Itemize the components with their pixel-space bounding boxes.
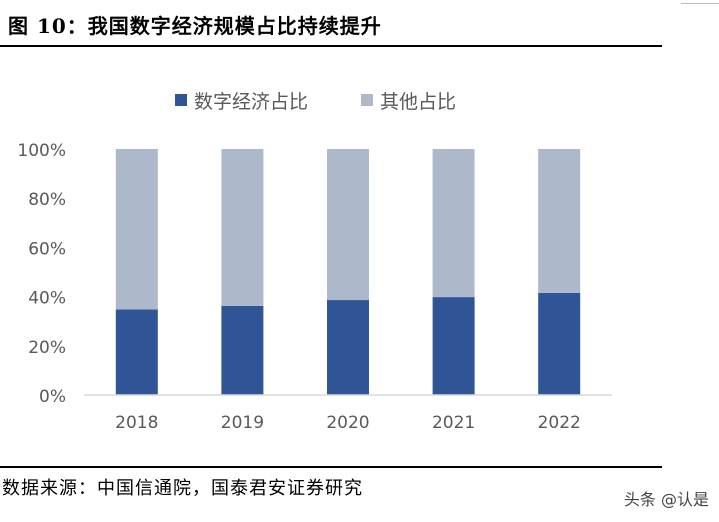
bar-digital-economy-2018 [115,309,158,395]
bar-other-2020 [327,149,369,301]
bar-other-2022 [538,149,581,293]
legend-label: 数字经济占比 [194,91,308,113]
bar-digital-economy-2019 [221,305,264,395]
legend-swatch [175,94,187,106]
x-tick-label: 2020 [326,413,369,433]
bar-other-2021 [432,149,475,298]
data-source-note: 数据来源：中国信通院，国泰君安证券研究 [2,478,363,499]
watermark-text: 头条 @认是 [623,490,709,509]
bar-group [115,149,581,395]
x-tick-label: 2021 [432,413,475,433]
x-tick-label: 2019 [221,413,264,433]
figure-title: 图 10：我国数字经济规模占比持续提升 [8,14,382,38]
x-axis-tick-labels: 2018 2019 2020 2021 2022 [115,413,581,433]
legend-label: 其他占比 [380,91,456,113]
y-tick-label: 100% [17,141,66,161]
source-divider [0,466,662,468]
corner-divider [681,3,719,4]
bar-other-2018 [115,149,158,310]
bar-digital-economy-2020 [327,300,369,395]
bar-digital-economy-2022 [538,292,581,395]
stacked-bar-chart: 数字经济占比 其他占比 0%20%40%60%80%100% 2018 2019 20… [17,91,612,433]
chart-legend: 数字经济占比 其他占比 [175,91,456,113]
y-tick-label: 20% [28,338,66,358]
y-tick-label: 40% [28,289,66,309]
title-divider [0,45,662,47]
bar-other-2019 [221,149,264,306]
legend-swatch [361,94,373,106]
bar-digital-economy-2021 [432,297,475,395]
x-tick-label: 2022 [538,413,581,433]
x-tick-label: 2018 [115,413,158,433]
y-axis-tick-labels: 0% 20% 40% 60% 80% 100% [17,141,66,407]
y-tick-label: 80% [28,190,66,210]
y-tick-label: 60% [28,239,66,259]
y-tick-label: 0% [39,387,66,407]
